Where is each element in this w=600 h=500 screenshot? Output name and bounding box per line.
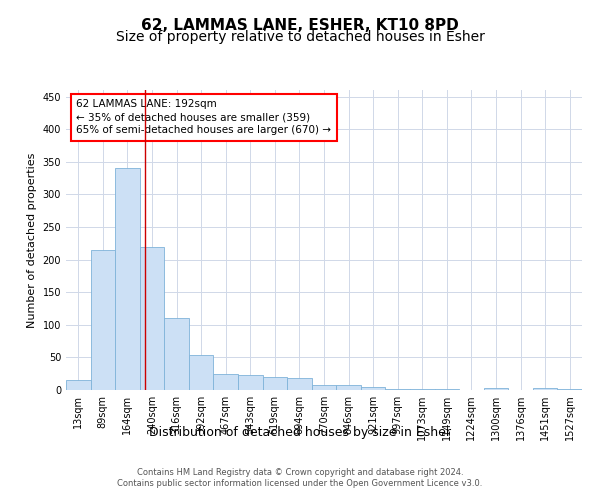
Bar	[66, 380, 91, 390]
Bar	[91, 250, 115, 390]
Bar	[385, 388, 410, 390]
Bar	[214, 374, 238, 390]
Text: 62, LAMMAS LANE, ESHER, KT10 8PD: 62, LAMMAS LANE, ESHER, KT10 8PD	[141, 18, 459, 32]
Bar	[361, 386, 385, 390]
Bar	[263, 377, 287, 390]
Text: Contains HM Land Registry data © Crown copyright and database right 2024.: Contains HM Land Registry data © Crown c…	[137, 468, 463, 477]
Bar	[557, 388, 582, 390]
Text: Contains public sector information licensed under the Open Government Licence v3: Contains public sector information licen…	[118, 479, 482, 488]
Bar	[312, 385, 336, 390]
Bar	[189, 356, 214, 390]
Bar	[484, 388, 508, 390]
Bar	[287, 378, 312, 390]
Y-axis label: Number of detached properties: Number of detached properties	[27, 152, 37, 328]
Text: Distribution of detached houses by size in Esher: Distribution of detached houses by size …	[149, 426, 451, 439]
Bar	[115, 168, 140, 390]
Bar	[410, 388, 434, 390]
Bar	[164, 318, 189, 390]
Text: Size of property relative to detached houses in Esher: Size of property relative to detached ho…	[116, 30, 484, 44]
Bar	[336, 386, 361, 390]
Bar	[434, 388, 459, 390]
Text: 62 LAMMAS LANE: 192sqm
← 35% of detached houses are smaller (359)
65% of semi-de: 62 LAMMAS LANE: 192sqm ← 35% of detached…	[76, 99, 331, 136]
Bar	[238, 375, 263, 390]
Bar	[533, 388, 557, 390]
Bar	[140, 246, 164, 390]
